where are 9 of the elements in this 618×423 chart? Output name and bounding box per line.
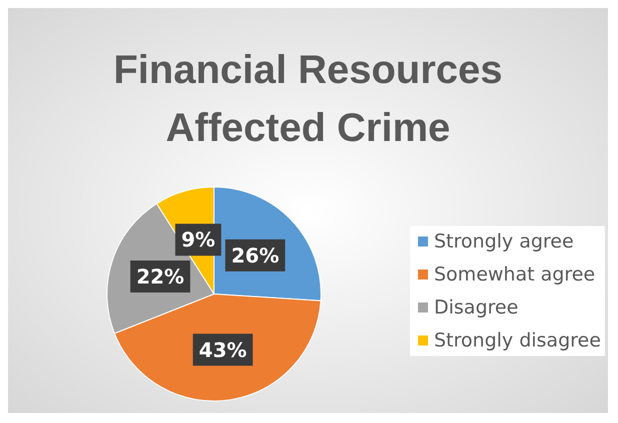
data-label: 26%: [231, 243, 280, 268]
data-label: 22%: [136, 264, 184, 289]
data-label: 43%: [198, 338, 247, 362]
legend-label: Strongly agree: [434, 230, 574, 252]
legend-label: Strongly disagree: [434, 330, 601, 352]
legend-label: Somewhat agree: [434, 264, 596, 286]
data-label: 9%: [181, 228, 216, 252]
legend-label: Disagree: [434, 296, 518, 318]
chart-title: Financial Resources Affected Crime: [113, 48, 503, 150]
